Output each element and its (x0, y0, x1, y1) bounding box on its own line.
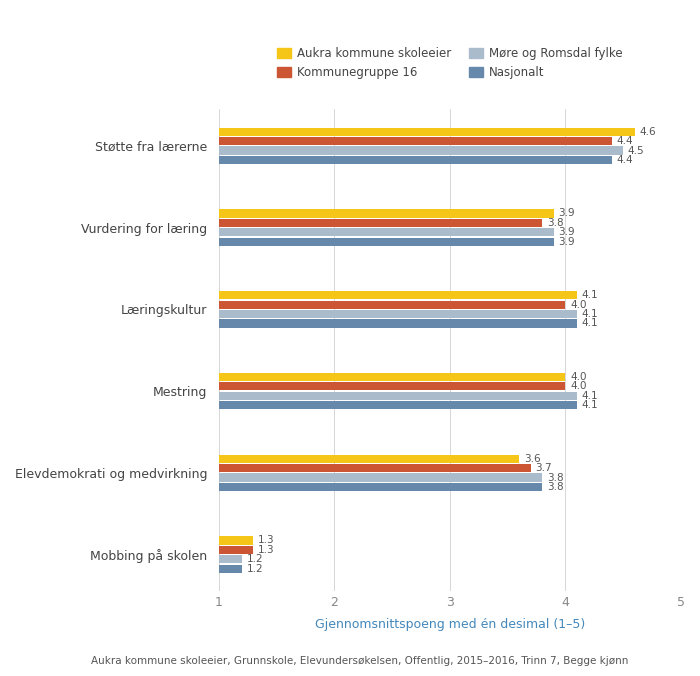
Bar (218, 237, 554, 246)
Text: 4.6: 4.6 (639, 126, 656, 137)
Bar (218, 383, 566, 391)
Text: 1.2: 1.2 (246, 554, 263, 564)
Text: 3.9: 3.9 (559, 237, 575, 247)
Legend: Aukra kommune skoleeier, Kommunegruppe 16, Møre og Romsdal fylke, Nasjonalt: Aukra kommune skoleeier, Kommunegruppe 1… (277, 47, 623, 79)
Bar (218, 155, 612, 164)
Text: 3.6: 3.6 (524, 454, 540, 464)
Text: 4.1: 4.1 (582, 309, 598, 319)
Bar (218, 401, 577, 409)
Text: 4.0: 4.0 (570, 299, 587, 310)
Bar (218, 219, 542, 227)
Bar (218, 391, 577, 400)
Bar (218, 473, 542, 481)
Bar (218, 310, 577, 318)
Text: 4.4: 4.4 (616, 136, 633, 146)
Text: 3.8: 3.8 (547, 218, 564, 228)
Bar (218, 464, 531, 473)
Text: 1.2: 1.2 (246, 564, 263, 574)
Text: 4.1: 4.1 (582, 400, 598, 410)
Text: 4.0: 4.0 (570, 381, 587, 391)
Text: 4.5: 4.5 (628, 145, 645, 155)
Text: Aukra kommune skoleeier, Grunnskole, Elevundersøkelsen, Offentlig, 2015–2016, Tr: Aukra kommune skoleeier, Grunnskole, Ele… (91, 656, 629, 666)
Bar (218, 536, 253, 545)
Bar (218, 147, 623, 155)
Text: 4.1: 4.1 (582, 318, 598, 329)
Bar (218, 301, 566, 309)
Bar (218, 128, 635, 136)
Text: 1.3: 1.3 (258, 535, 274, 546)
Bar (218, 555, 242, 563)
Text: 4.1: 4.1 (582, 391, 598, 401)
Bar (218, 483, 542, 491)
Bar (218, 228, 554, 237)
Bar (218, 373, 566, 381)
Bar (218, 455, 519, 463)
Text: 3.8: 3.8 (547, 473, 564, 483)
Bar (218, 210, 554, 218)
Text: 3.8: 3.8 (547, 482, 564, 492)
Text: 3.9: 3.9 (559, 227, 575, 237)
Text: 4.1: 4.1 (582, 290, 598, 300)
Bar (218, 546, 253, 554)
Bar (218, 564, 242, 573)
Bar (218, 319, 577, 327)
Text: 4.4: 4.4 (616, 155, 633, 165)
X-axis label: Gjennomsnittspoeng med én desimal (1–5): Gjennomsnittspoeng med én desimal (1–5) (315, 618, 585, 631)
Bar (218, 291, 577, 299)
Text: 3.7: 3.7 (536, 463, 552, 473)
Bar (218, 137, 612, 145)
Text: 1.3: 1.3 (258, 545, 274, 555)
Text: 4.0: 4.0 (570, 372, 587, 382)
Text: 3.9: 3.9 (559, 208, 575, 218)
